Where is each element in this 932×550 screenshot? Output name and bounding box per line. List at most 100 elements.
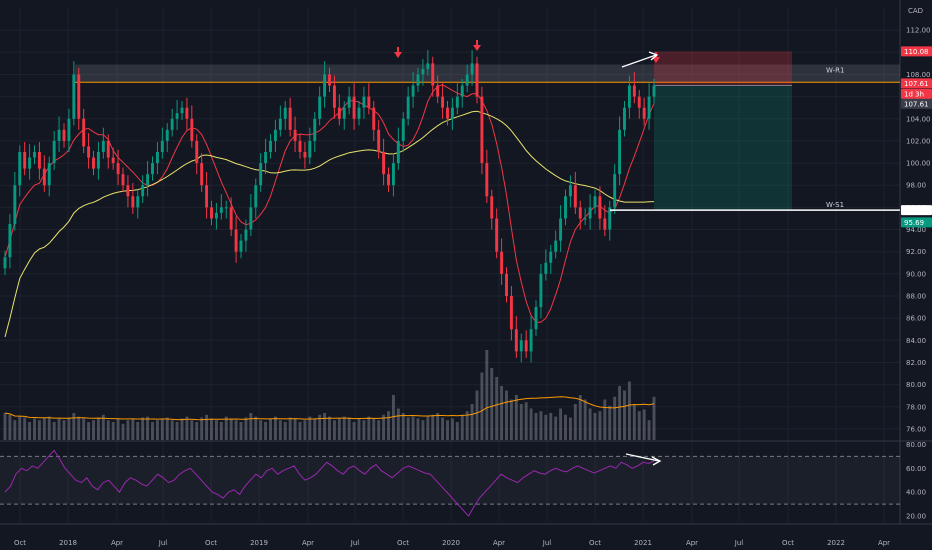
candle-body — [509, 296, 513, 330]
candle-body — [13, 185, 17, 224]
y-tick-label: 100.00 — [906, 160, 931, 168]
x-tick-label: Oct — [14, 539, 26, 547]
volume-bar — [505, 390, 508, 440]
price-tag-label: 110.08 — [904, 48, 929, 56]
volume-bar — [382, 414, 386, 440]
volume-bar — [214, 420, 218, 440]
volume-bar — [308, 416, 312, 440]
candle-body — [564, 196, 567, 219]
candle-body — [529, 329, 533, 352]
candle-body — [627, 85, 631, 108]
x-tick-label: Oct — [205, 539, 217, 547]
candle-body — [3, 257, 7, 269]
candle-body — [446, 107, 449, 119]
volume-bar — [627, 381, 631, 440]
candle-body — [205, 185, 209, 208]
price-tag-label: 107.61 — [904, 100, 929, 108]
volume-bar — [593, 413, 597, 440]
volume-bar — [52, 422, 56, 440]
volume-bar — [411, 416, 415, 440]
volume-bar — [205, 414, 209, 440]
volume-bar — [278, 420, 282, 440]
candle-body — [559, 218, 563, 241]
candle-body — [480, 96, 484, 164]
volume-bar — [293, 418, 297, 440]
volume-bar — [568, 417, 572, 440]
candle-body — [490, 196, 494, 219]
candle-body — [455, 96, 459, 108]
x-tick-label: 2018 — [59, 539, 77, 547]
volume-bar — [564, 414, 567, 440]
rsi-line — [4, 449, 655, 517]
down-arrow-icon — [473, 40, 481, 51]
candle-body — [298, 140, 302, 152]
candle-body — [47, 163, 51, 186]
candle-body — [273, 129, 277, 141]
candle-body — [588, 207, 592, 219]
price-tag-label: 95.75 — [904, 207, 924, 215]
price-tag-label: 95.69 — [904, 219, 924, 227]
candle-body — [67, 118, 71, 141]
candle-body — [111, 157, 115, 164]
volume-bar — [406, 417, 410, 440]
candle-body — [254, 185, 258, 208]
price-tag — [901, 205, 932, 216]
volume-bar — [475, 390, 479, 440]
candle-body — [495, 218, 499, 252]
volume-bar — [136, 422, 140, 440]
candle-body — [441, 96, 445, 108]
y-tick-label: 108.00 — [906, 71, 931, 79]
volume-bar — [637, 411, 641, 440]
volume-bar — [37, 420, 41, 440]
volume-bar — [111, 422, 115, 440]
candle-body — [460, 85, 464, 97]
volume-bar — [200, 417, 204, 440]
volume-bar — [446, 420, 449, 440]
candle-body — [357, 107, 361, 119]
volume-bar — [578, 395, 582, 440]
candle-body — [387, 174, 390, 186]
volume-bar — [131, 418, 135, 440]
volume-bar — [441, 417, 445, 440]
volume-bar — [524, 402, 528, 440]
volume-bar — [151, 422, 154, 440]
candle-body — [57, 129, 61, 141]
volume-bar — [573, 404, 577, 440]
y-tick-label: 102.00 — [906, 137, 931, 145]
volume-ma-line — [4, 396, 655, 421]
candle-body — [308, 140, 312, 158]
candle-body — [534, 307, 538, 330]
volume-bar — [96, 417, 100, 440]
volume-bar — [273, 416, 277, 440]
x-tick-label: Jul — [350, 539, 360, 547]
volume-bar — [421, 420, 425, 440]
candle-body — [37, 152, 41, 169]
candle-body — [549, 251, 553, 263]
volume-bar — [259, 420, 263, 440]
candle-body — [598, 196, 602, 219]
volume-bar — [141, 417, 145, 440]
x-tick-label: Apr — [302, 539, 314, 547]
candle-body — [160, 140, 164, 152]
candle-body — [544, 262, 548, 274]
candle-body — [18, 152, 22, 186]
stop-loss-zone — [654, 51, 792, 86]
candle-body — [175, 113, 179, 119]
volume-bar — [323, 413, 327, 440]
volume-bar — [583, 399, 587, 440]
volume-bar — [13, 420, 17, 440]
y-tick-label: 82.00 — [906, 359, 926, 367]
x-tick-label: Apr — [878, 539, 890, 547]
candle-body — [613, 174, 617, 208]
volume-bar — [519, 404, 523, 440]
resistance-zone — [75, 64, 900, 83]
x-tick-label: Apr — [111, 539, 123, 547]
volume-bar — [87, 422, 91, 440]
volume-bar — [549, 413, 553, 440]
candle-body — [450, 107, 454, 119]
candle-body — [637, 96, 641, 108]
candle-body — [426, 63, 430, 69]
candle-body — [288, 107, 292, 130]
y-tick-label: 78.00 — [906, 403, 926, 411]
